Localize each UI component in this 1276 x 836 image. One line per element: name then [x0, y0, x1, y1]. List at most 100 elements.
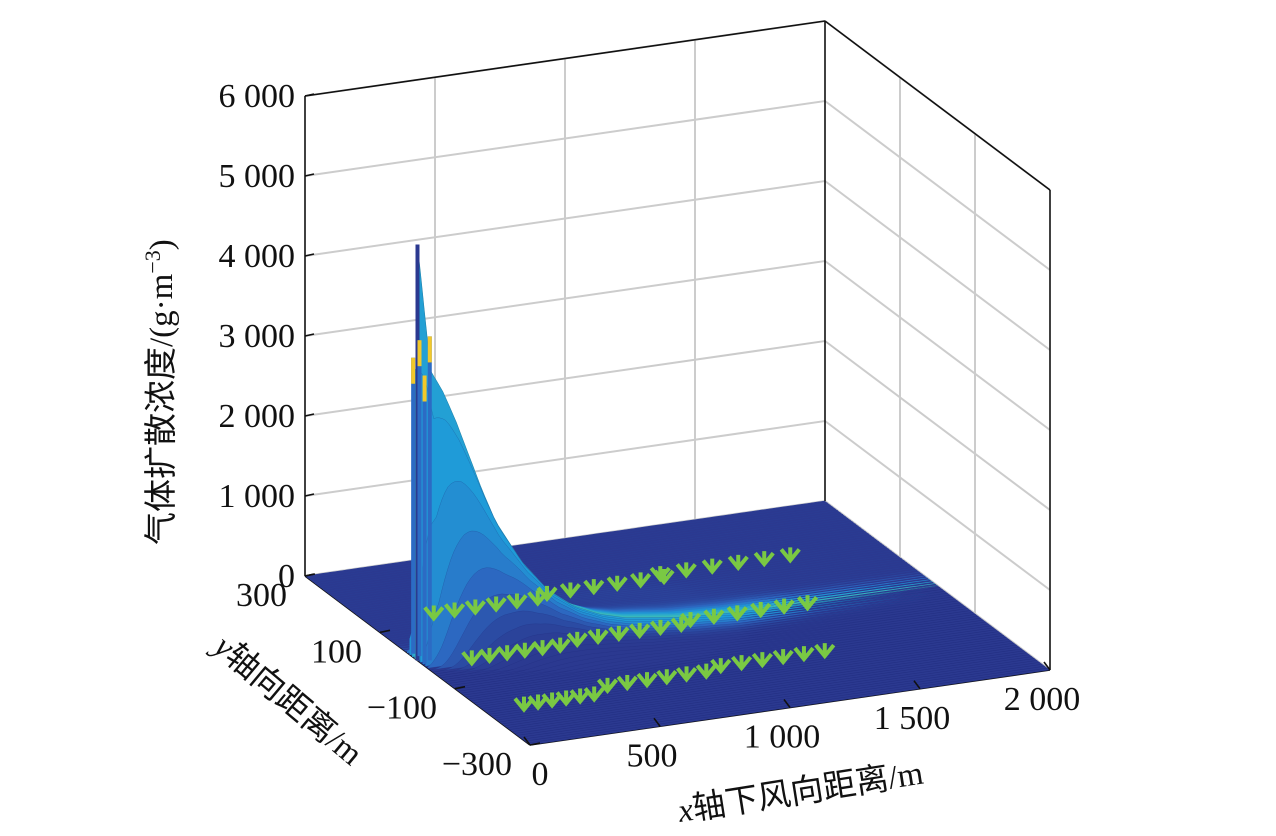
z-tick-label-4: 4 000	[219, 238, 296, 275]
veg-glyph-1-2	[583, 579, 605, 596]
veg-glyph-6-0	[513, 696, 535, 713]
surface-slice-near-33	[501, 648, 1022, 725]
z-tick-label-2: 2 000	[219, 398, 296, 435]
surface-slice-near-42	[524, 665, 1045, 742]
z-axis-title-main: 气体扩散浓度/(g·m	[143, 273, 180, 545]
x-tick-mark-0	[523, 736, 531, 746]
z-tick-label-5: 5 000	[219, 158, 296, 195]
veg-glyph-6-1	[527, 694, 549, 711]
veg-glyph-0-1	[444, 602, 466, 619]
x-tick-label-2: 1 000	[744, 719, 821, 756]
veg-glyph-3-3	[514, 642, 536, 659]
veg-glyph-7-1	[616, 674, 638, 692]
surface-slice-near-39	[517, 660, 1038, 736]
veg-glyph-0-3	[485, 596, 507, 613]
surface-slice-near-17	[460, 617, 982, 694]
x-tick-mark-4	[1043, 661, 1051, 671]
veg-glyph-3-2	[496, 645, 518, 662]
x-tick-mark-2	[783, 699, 791, 708]
veg-glyph-1-0	[536, 585, 558, 602]
veg-glyph-2-3	[727, 554, 749, 572]
y-tick-label-2: 100	[311, 633, 362, 670]
veg-glyph-6-5	[583, 686, 605, 703]
x-axis-ticks: 0 500 1 000 1 500 2 000	[523, 661, 1081, 793]
surface-slice-near-40	[519, 662, 1040, 738]
veg-glyph-1-3	[606, 575, 628, 592]
veg-glyph-7-2	[636, 672, 658, 689]
veg-glyph-6-4	[569, 688, 591, 705]
z-tick-mark-3	[304, 333, 315, 337]
z-axis-title-sup: −3	[140, 250, 165, 273]
veg-glyph-3-1	[478, 647, 501, 664]
veg-glyph-6-3	[555, 690, 577, 707]
veg-glyph-0-0	[423, 605, 445, 622]
veg-glyph-8-3	[772, 649, 794, 666]
veg-glyph-4-1	[587, 628, 609, 645]
surface-slice-near-31	[496, 644, 1017, 721]
veg-glyph-0-2	[464, 599, 486, 616]
z-tick-mark-4	[304, 253, 315, 257]
z-tick-label-1: 1 000	[219, 478, 296, 515]
veg-glyph-2-5	[779, 547, 801, 564]
veg-glyph-1-4	[630, 572, 652, 589]
veg-glyph-5-1	[703, 608, 725, 625]
z-axis-title-tail: )	[144, 239, 180, 250]
surface-slice-near-32	[499, 646, 1020, 723]
y-tick-mark-2	[379, 629, 391, 634]
veg-glyph-4-2	[608, 625, 630, 642]
surface-slice-near-30	[494, 642, 1015, 719]
z-tick-label-0: 0	[278, 558, 295, 595]
veg-glyph-1-1	[559, 582, 581, 599]
veg-glyph-8-0	[710, 658, 732, 675]
veg-glyph-7-5	[695, 663, 717, 680]
z-tick-mark-5	[304, 173, 315, 177]
y-tick-mark-0	[529, 742, 541, 746]
surface-slice-near-34	[504, 650, 1025, 727]
axis-edge-4	[824, 20, 1051, 191]
z-tick-label-3: 3 000	[219, 318, 296, 355]
veg-glyph-7-0	[596, 677, 619, 694]
x-axis-title-text: 轴下风向距离/m	[690, 755, 926, 828]
veg-glyph-8-2	[751, 652, 773, 669]
z-tick-mark-6	[304, 93, 315, 97]
veg-glyph-3-5	[549, 637, 571, 654]
z-tick-label-6: 6 000	[219, 78, 296, 115]
veg-glyph-8-1	[731, 655, 753, 672]
surface-slice-near-35	[506, 652, 1028, 728]
veg-glyph-5-3	[750, 602, 772, 619]
y-tick-mark-1	[454, 685, 466, 690]
x-axis-title: x轴下风向距离/m	[674, 755, 926, 830]
y-tick-mark-3	[304, 573, 316, 577]
veg-glyph-8-4	[793, 646, 815, 663]
z-axis-title: 气体扩散浓度/(g·m−3)	[140, 239, 180, 545]
surface-slice-near-43	[527, 667, 1048, 744]
veg-glyph-5-0	[679, 612, 702, 629]
veg-glyph-4-4	[649, 619, 671, 636]
vegetation-marks	[423, 547, 836, 713]
veg-glyph-7-3	[656, 669, 678, 686]
surface-slice-near-19	[466, 621, 987, 698]
x-tick-label-4: 2 000	[1004, 681, 1081, 718]
surface-slice-near-41	[522, 663, 1043, 740]
veg-glyph-2-2	[701, 558, 723, 575]
veg-glyph-2-1	[675, 562, 697, 579]
surface-slice-near-36	[509, 654, 1030, 730]
veg-glyph-5-5	[796, 595, 819, 612]
z-tick-mark-1	[304, 493, 315, 497]
surface-slice-near-29	[491, 640, 1012, 717]
veg-glyph-8-5	[814, 643, 836, 660]
axis-edge-3	[304, 20, 826, 97]
y-tick-label-0: −300	[442, 746, 512, 783]
surface-slice-near-37	[512, 656, 1033, 732]
veg-glyph-2-0	[649, 566, 671, 583]
x-tick-mark-3	[913, 680, 921, 690]
x-tick-label-3: 1 500	[874, 700, 951, 737]
veg-glyph-0-4	[506, 593, 528, 610]
veg-glyph-4-0	[566, 631, 588, 648]
x-tick-mark-1	[653, 717, 661, 727]
veg-glyph-3-4	[531, 640, 554, 657]
veg-glyph-5-4	[773, 598, 795, 615]
x-axis-title-var: x	[675, 792, 696, 830]
z-axis-ticks: 0 1 000 2 000 3 000 4 000 5 000 6 000	[219, 78, 315, 595]
